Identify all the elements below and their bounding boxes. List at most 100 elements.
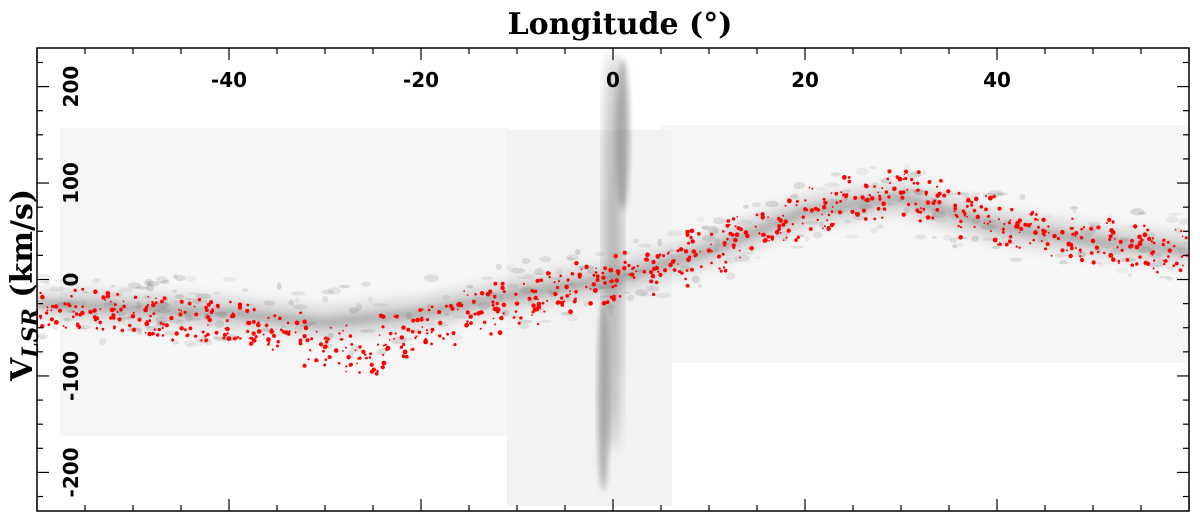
data-point — [565, 294, 569, 298]
data-point — [471, 299, 476, 304]
data-point — [365, 356, 368, 360]
data-point — [369, 362, 374, 367]
emission-blob — [501, 310, 510, 317]
data-point — [438, 334, 442, 338]
emission-blob — [214, 320, 225, 328]
data-point — [144, 305, 149, 309]
emission-blob — [355, 303, 362, 311]
data-point — [963, 214, 967, 217]
emission-blob — [152, 306, 160, 315]
data-point — [822, 205, 827, 210]
data-point — [992, 194, 996, 199]
emission-blob — [949, 238, 957, 243]
data-point — [157, 327, 161, 332]
data-point — [122, 300, 125, 303]
emission-blob — [830, 172, 841, 177]
data-point — [88, 309, 93, 315]
data-point — [877, 191, 880, 194]
emission-blob — [701, 225, 709, 230]
data-point — [105, 290, 111, 296]
data-point — [448, 304, 453, 308]
data-point — [900, 195, 905, 200]
data-point — [1091, 260, 1096, 265]
chart-title: Longitude (°) — [508, 7, 733, 42]
data-point — [93, 289, 98, 295]
data-point — [1045, 242, 1050, 247]
data-point — [548, 275, 551, 279]
emission-blob — [103, 301, 116, 306]
data-point — [1161, 242, 1165, 247]
x-tick-label: -40 — [211, 68, 247, 92]
emission-blob — [909, 188, 919, 194]
data-point — [736, 226, 741, 231]
data-point — [149, 314, 152, 318]
data-point — [38, 314, 43, 318]
emission-blob — [707, 226, 720, 235]
data-point — [961, 209, 966, 213]
data-point — [45, 311, 49, 315]
data-point — [1018, 246, 1021, 249]
emission-blob — [883, 203, 895, 206]
data-point — [560, 296, 564, 300]
x-tick-label: 20 — [791, 68, 819, 92]
data-point — [266, 337, 271, 343]
data-point — [794, 238, 798, 242]
data-point — [699, 251, 701, 253]
emission-blob — [523, 273, 535, 280]
x-tick-label: -20 — [403, 68, 439, 92]
data-point — [892, 186, 897, 192]
emission-blob — [712, 228, 719, 236]
data-point — [873, 217, 877, 221]
data-point — [1138, 255, 1142, 259]
data-point — [1056, 237, 1060, 241]
emission-blob — [539, 256, 552, 263]
data-point — [734, 232, 740, 237]
data-point — [958, 235, 963, 240]
data-point — [1118, 262, 1120, 265]
data-point — [252, 338, 257, 343]
data-point — [131, 327, 137, 332]
data-point — [1152, 241, 1156, 245]
data-point — [252, 308, 256, 312]
y-axis-label: VLSR (km/s) — [5, 189, 44, 382]
emission-blob — [186, 343, 203, 347]
data-point — [111, 315, 116, 320]
emission-blob — [588, 274, 599, 279]
emission-blob — [931, 236, 937, 239]
emission-blob — [106, 299, 119, 306]
emission-blob — [627, 276, 640, 282]
emission-blob — [869, 166, 877, 170]
data-point — [415, 335, 418, 338]
data-point — [630, 272, 635, 277]
data-point — [145, 320, 149, 324]
emission-blob — [135, 327, 143, 336]
data-point — [957, 191, 961, 195]
data-point — [468, 314, 473, 319]
data-point — [210, 309, 215, 313]
data-point — [898, 190, 904, 195]
data-point — [1074, 234, 1077, 237]
emission-blob — [120, 316, 125, 323]
data-point — [725, 223, 730, 228]
emission-blob — [942, 235, 953, 241]
data-point — [246, 329, 250, 334]
data-point — [608, 267, 614, 273]
data-point — [676, 249, 680, 253]
data-point — [1173, 244, 1176, 248]
data-point — [559, 274, 562, 278]
data-point — [1138, 240, 1141, 243]
data-point — [719, 269, 723, 273]
data-point — [374, 371, 379, 376]
data-point — [827, 213, 831, 217]
data-point — [298, 341, 303, 346]
data-point — [784, 204, 787, 207]
data-point — [1007, 239, 1012, 244]
data-point — [616, 271, 620, 276]
emission-blob — [203, 299, 208, 304]
data-point — [207, 317, 212, 323]
data-point — [763, 237, 768, 243]
data-point — [1180, 229, 1183, 233]
data-point — [970, 203, 974, 207]
emission-blob — [872, 182, 878, 187]
data-point — [777, 224, 781, 228]
